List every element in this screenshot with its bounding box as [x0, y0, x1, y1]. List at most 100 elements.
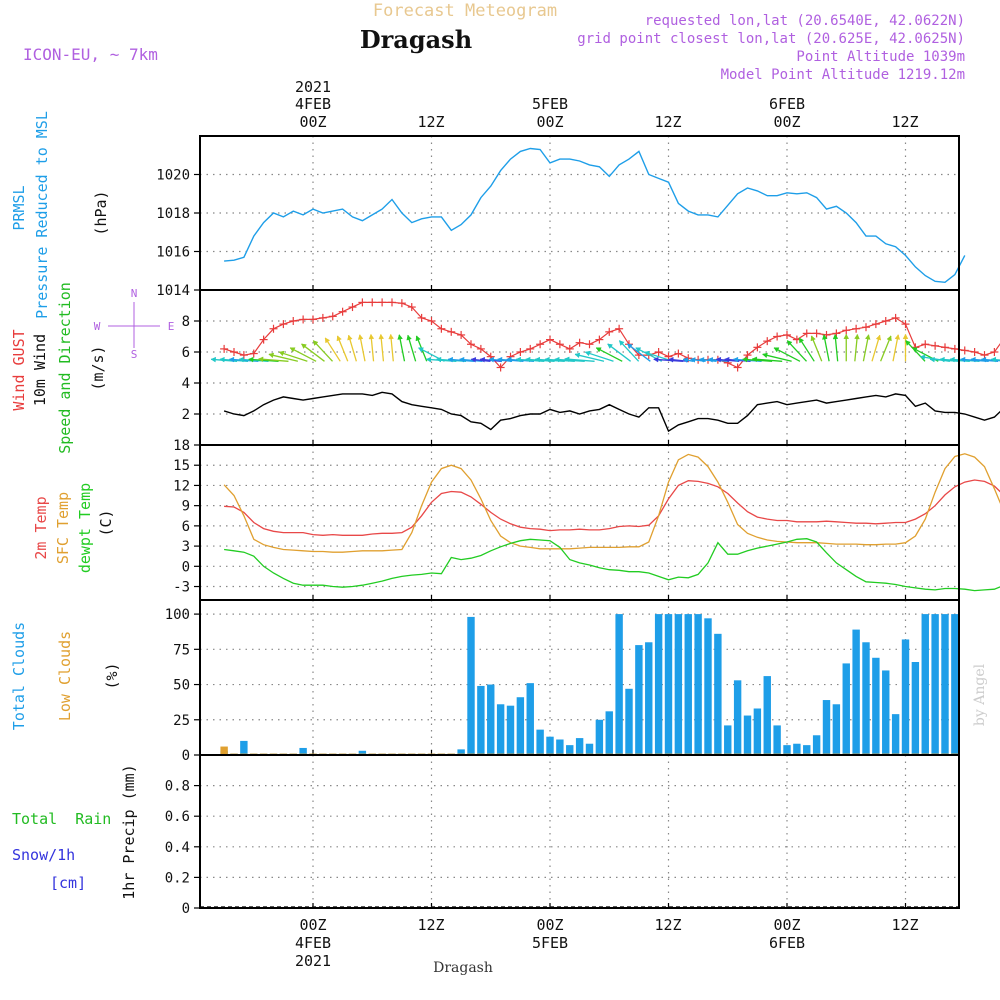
gust-point — [299, 315, 308, 324]
pressure-series-line — [224, 147, 966, 284]
arrow-head — [378, 333, 385, 340]
total-clouds-bar — [358, 750, 367, 755]
gust-point — [743, 351, 752, 360]
dewpoint-series-line — [224, 538, 1000, 592]
gust-point — [368, 298, 377, 307]
arrow-head — [418, 347, 424, 353]
wind-direction-arrow — [871, 334, 882, 362]
gust-point — [881, 317, 890, 325]
gust-point — [546, 335, 554, 344]
gust-point — [279, 320, 288, 329]
gust-point — [763, 337, 772, 346]
arrow-head — [238, 356, 244, 363]
y-tick-label: -3 — [173, 580, 190, 596]
wind-direction-arrow — [544, 356, 575, 363]
gust-point — [269, 324, 278, 333]
wind-direction-arrow — [268, 352, 299, 362]
gust-point — [437, 324, 446, 333]
gust-point — [338, 307, 347, 316]
arrow-head — [682, 357, 689, 363]
total-clouds-bar — [496, 704, 505, 755]
arrow-shaft — [618, 340, 640, 362]
arrow-head — [435, 356, 442, 363]
direction-label: Speed and Direction — [56, 282, 74, 454]
location-title: Dragash — [360, 25, 472, 54]
arrow-shaft — [595, 347, 623, 362]
wind-direction-arrow — [534, 356, 565, 363]
arrow-head — [278, 350, 285, 357]
y-tick-label: 75 — [173, 642, 190, 658]
arrow-head — [210, 356, 216, 363]
gust-point — [447, 327, 456, 336]
wind-direction-arrow — [525, 356, 555, 363]
wind-direction-arrow — [368, 333, 375, 362]
gust-point — [476, 344, 485, 353]
gust-label: Wind GUST — [10, 329, 28, 410]
gust-point — [891, 313, 900, 322]
arrow-head — [653, 356, 659, 363]
arrow-head — [668, 356, 674, 363]
wind-direction-arrow — [773, 347, 801, 362]
total-clouds-bar — [941, 614, 949, 755]
wind-direction-arrow — [397, 334, 406, 362]
arrow-head — [773, 347, 780, 353]
arrow-head — [447, 356, 453, 363]
grid-layer: 1014 1016 1018 1020 2 4 6 8 -3 0 3 6 9 12 15 18 0 25 50 75 1… — [156, 136, 959, 917]
wind-direction-arrow — [862, 334, 871, 362]
y-tick-label: 9 — [182, 499, 190, 515]
arrow-head — [228, 356, 235, 363]
total-clouds-bar — [921, 614, 929, 755]
gust-point — [812, 329, 821, 338]
total-clouds-bar — [595, 719, 604, 755]
wind-direction-arrow — [347, 334, 358, 362]
wind-direction-arrow — [378, 333, 385, 362]
total-clouds-bar — [467, 616, 475, 755]
arrow-head — [458, 356, 465, 363]
gust-point — [960, 346, 969, 355]
bottom-tick-label: 12Z — [654, 916, 681, 934]
arrow-head — [919, 354, 926, 361]
bottom-time-axis: 00Z 12Z 00Z 12Z 00Z 12Z 4FEB 5FEB 6FEB 2… — [295, 916, 919, 976]
y-tick-label: 12 — [173, 478, 190, 494]
bottom-date-label: 6FEB — [769, 934, 805, 952]
gust-point — [378, 298, 387, 307]
top-time-axis: 2021 4FEB 5FEB 6FEB 00Z 12Z 00Z 12Z 00Z … — [295, 78, 919, 131]
requested-coords: requested lon,lat (20.6540E, 42.0622N) — [645, 13, 965, 29]
arrow-shaft — [607, 343, 632, 362]
total-clouds-bar — [487, 684, 495, 755]
y-tick-label: 25 — [173, 713, 190, 729]
arrow-shaft — [733, 358, 762, 362]
pressure-unit: (hPa) — [92, 190, 110, 235]
arrow-head — [496, 356, 503, 363]
wind-direction-arrow — [584, 350, 614, 362]
top-tick-label: 00Z — [299, 113, 326, 131]
temp2m-label: 2m Temp — [32, 496, 50, 559]
sfc-temp-series-line — [223, 453, 1000, 553]
clouds-unit: (%) — [103, 662, 121, 689]
gust-point — [615, 324, 624, 333]
temperature-labels: 2m Temp SFC Temp dewpt Temp (C) — [32, 483, 115, 573]
total-clouds-bar — [240, 740, 248, 755]
arrow-head — [534, 356, 541, 363]
wind-direction-arrow — [388, 333, 394, 362]
arrow-head — [619, 340, 625, 346]
arrow-head — [786, 340, 793, 346]
total-clouds-bar — [911, 662, 920, 755]
gust-point — [407, 303, 416, 312]
arrow-shaft — [268, 353, 299, 362]
arrow-head — [751, 356, 758, 363]
top-year-label: 2021 — [295, 78, 331, 96]
top-tick-label: 00Z — [536, 113, 563, 131]
y-tick-label: 18 — [173, 438, 190, 454]
gust-point — [358, 298, 367, 307]
y-tick-label: 6 — [182, 345, 190, 361]
arrow-head — [554, 356, 560, 363]
total-clouds-bar — [733, 680, 742, 755]
y-tick-label: 0.2 — [165, 870, 190, 886]
y-tick-label: 0 — [182, 748, 190, 764]
wind-direction-arrow — [574, 352, 605, 362]
gust-point — [388, 298, 396, 307]
total-clouds-bar — [951, 614, 958, 755]
arrow-head — [707, 356, 714, 363]
